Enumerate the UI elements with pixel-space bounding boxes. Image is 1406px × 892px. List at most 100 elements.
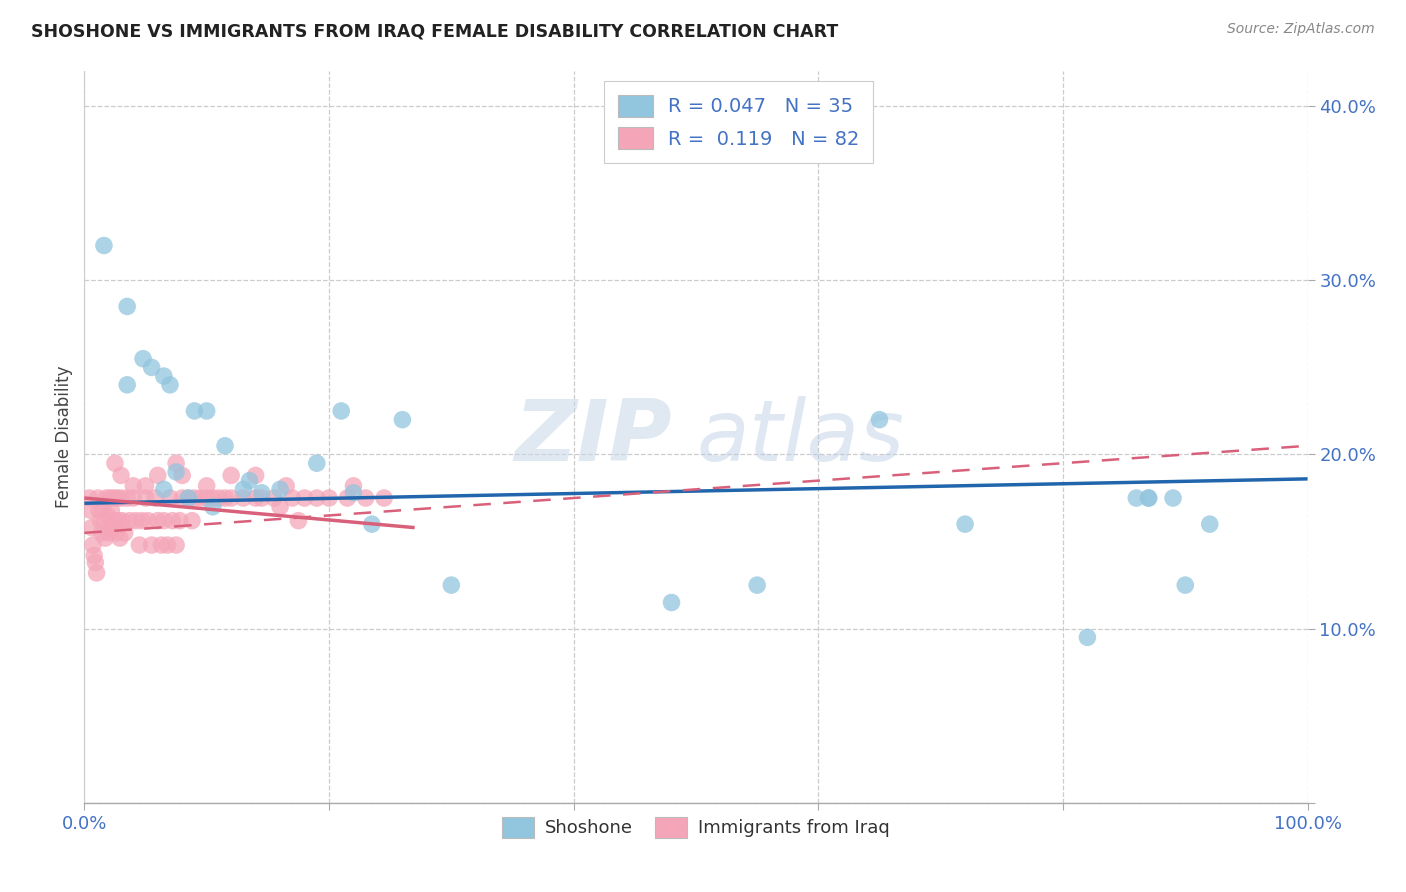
Point [118,514,141,528]
Point [953,517,976,532]
Point [1198,517,1220,532]
Point [97,525,120,540]
Text: SHOSHONE VS IMMIGRANTS FROM IRAQ FEMALE DISABILITY CORRELATION CHART: SHOSHONE VS IMMIGRANTS FROM IRAQ FEMALE … [31,22,838,40]
Point [131,514,153,528]
Point [373,491,395,505]
Point [136,514,159,528]
Point [83,549,105,563]
Point [97,508,120,523]
Point [135,479,157,493]
Point [281,491,304,505]
Point [162,514,184,528]
Point [201,491,224,505]
Point [360,517,382,532]
Point [276,479,298,493]
Point [159,377,181,392]
Point [195,404,218,418]
Point [132,351,155,366]
Point [214,439,236,453]
Point [232,491,254,505]
Point [153,514,176,528]
Point [103,491,125,505]
Point [391,412,413,426]
Point [77,491,100,505]
Point [110,491,132,505]
Point [214,491,236,505]
Point [91,500,114,514]
Point [1137,491,1160,505]
Point [104,514,127,528]
Point [122,491,145,505]
Point [153,369,176,384]
Point [250,485,273,500]
Point [661,595,683,609]
Point [287,514,309,528]
Point [108,531,131,545]
Point [305,456,328,470]
Point [105,491,128,505]
Point [354,491,377,505]
Point [150,538,173,552]
Point [90,525,112,540]
Point [172,491,194,505]
Point [342,485,364,500]
Point [84,556,107,570]
Point [1125,491,1147,505]
Point [114,525,136,540]
Point [245,491,267,505]
Point [104,456,127,470]
Y-axis label: Female Disability: Female Disability [55,366,73,508]
Point [747,578,769,592]
Point [135,491,157,505]
Point [125,514,148,528]
Point [1174,578,1197,592]
Point [115,377,138,392]
Point [294,491,316,505]
Point [219,491,242,505]
Point [110,468,132,483]
Point [156,538,179,552]
Point [195,491,218,505]
Point [101,521,124,535]
Point [169,514,191,528]
Point [141,360,163,375]
Point [232,483,254,497]
Text: ZIP: ZIP [513,395,672,479]
Point [122,479,145,493]
Point [80,521,103,535]
Point [269,483,291,497]
Point [89,514,111,528]
Point [96,491,118,505]
Point [177,491,200,505]
Point [181,514,204,528]
Point [111,514,134,528]
Point [115,491,138,505]
Point [330,404,353,418]
Point [128,538,150,552]
Point [1137,491,1160,505]
Point [1161,491,1184,505]
Text: atlas: atlas [696,395,904,479]
Point [318,491,340,505]
Point [87,503,110,517]
Point [219,468,242,483]
Point [87,491,110,505]
Point [115,300,138,314]
Point [269,500,291,514]
Point [100,503,122,517]
Point [263,491,285,505]
Point [172,468,194,483]
Point [183,491,205,505]
Point [143,491,166,505]
Point [190,491,212,505]
Point [342,479,364,493]
Point [183,404,205,418]
Point [201,500,224,514]
Point [177,491,200,505]
Point [440,578,463,592]
Point [93,514,115,528]
Point [159,491,181,505]
Point [146,468,169,483]
Text: Source: ZipAtlas.com: Source: ZipAtlas.com [1227,22,1375,37]
Point [141,538,163,552]
